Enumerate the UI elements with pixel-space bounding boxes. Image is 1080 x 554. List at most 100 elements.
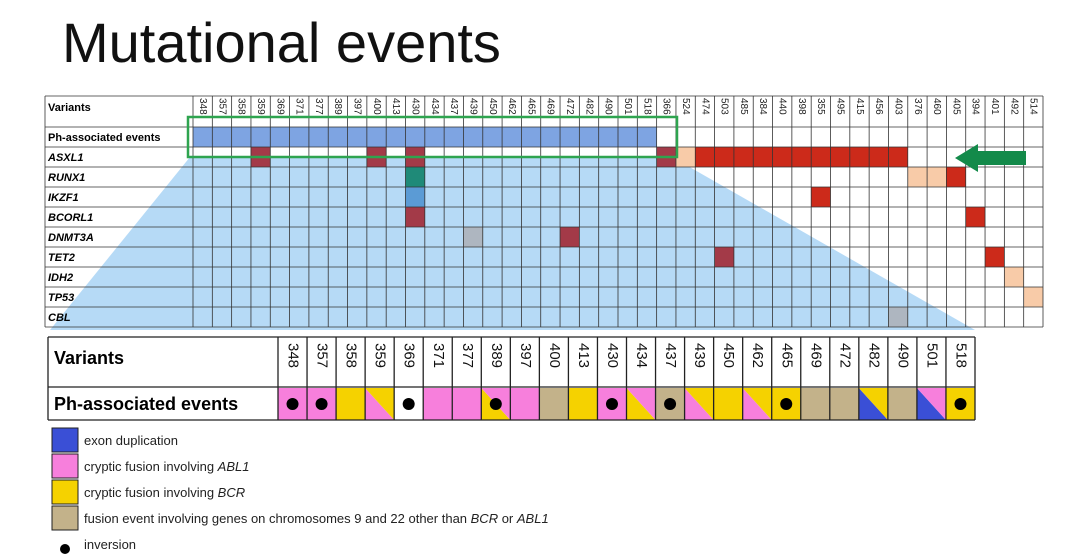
column-label: 401 xyxy=(989,98,1000,115)
column-label: 518 xyxy=(953,343,970,368)
column-label: 430 xyxy=(604,343,621,368)
cell xyxy=(366,127,387,147)
cell xyxy=(405,187,425,207)
cell xyxy=(463,227,483,247)
row-label: ASXL1 xyxy=(47,152,83,164)
legend-label: cryptic fusion involving ABL1 xyxy=(84,459,249,474)
column-label: 434 xyxy=(633,343,650,368)
legend-text: cryptic fusion involving xyxy=(84,485,218,500)
cell xyxy=(212,127,232,147)
inversion-dot xyxy=(605,398,618,410)
cell xyxy=(695,147,715,167)
column-label: 462 xyxy=(506,98,517,115)
legend-swatch xyxy=(60,544,70,554)
cell xyxy=(753,147,773,167)
inversion-dot xyxy=(780,398,793,410)
legend-text: BCR xyxy=(218,485,245,500)
legend-text: exon duplication xyxy=(84,433,178,448)
column-label: 397 xyxy=(517,343,534,368)
cell xyxy=(386,127,406,147)
cell xyxy=(830,147,850,167)
row-label: IKZF1 xyxy=(48,192,79,204)
cell xyxy=(482,127,503,147)
column-label: 377 xyxy=(459,343,476,368)
legend-swatch xyxy=(51,453,79,479)
event-fill xyxy=(568,388,598,420)
cell xyxy=(231,127,251,147)
legend-label: exon duplication xyxy=(84,433,178,448)
column-label: 398 xyxy=(796,98,807,115)
column-label: 369 xyxy=(401,343,418,368)
legend-text: BCR xyxy=(471,511,498,526)
column-label: 440 xyxy=(777,98,788,115)
cell xyxy=(675,147,696,167)
cell xyxy=(618,127,638,147)
inversion-dot xyxy=(286,398,299,410)
column-label: 397 xyxy=(352,98,363,115)
legend-text: or xyxy=(498,511,517,526)
cell xyxy=(985,247,1005,267)
cell xyxy=(347,127,367,147)
event-fill xyxy=(916,388,946,420)
column-label: 359 xyxy=(255,98,266,115)
column-label: 465 xyxy=(778,343,795,368)
column-label: 371 xyxy=(294,98,305,115)
cell xyxy=(579,127,599,147)
column-label: 503 xyxy=(719,98,730,115)
event-fill xyxy=(626,388,656,420)
cell xyxy=(637,127,657,147)
column-label: 359 xyxy=(372,343,389,368)
column-label: 376 xyxy=(912,98,923,115)
column-label: 450 xyxy=(720,343,737,368)
column-label: 462 xyxy=(749,343,766,368)
row-label: BCORL1 xyxy=(48,212,93,224)
event-fill xyxy=(887,388,917,420)
event-fill xyxy=(858,388,888,420)
column-label: 394 xyxy=(970,98,981,115)
row-label: RUNX1 xyxy=(48,172,85,184)
legend-swatch xyxy=(51,505,79,531)
column-label: 389 xyxy=(488,343,505,368)
column-label: 358 xyxy=(236,98,247,115)
column-label: 358 xyxy=(343,343,360,368)
column-label: 524 xyxy=(680,98,691,115)
event-fill xyxy=(539,388,569,420)
column-label: 403 xyxy=(892,98,903,115)
cell xyxy=(289,127,309,147)
column-label: 518 xyxy=(641,98,652,115)
column-label: 415 xyxy=(854,98,865,115)
event-fill xyxy=(452,388,482,420)
column-label: 413 xyxy=(390,98,401,115)
event-fill xyxy=(713,388,743,420)
column-label: 501 xyxy=(923,343,940,368)
event-fill xyxy=(365,388,395,420)
column-label: 430 xyxy=(410,98,421,115)
cell xyxy=(540,127,561,147)
event-fill xyxy=(684,388,714,420)
column-label: 437 xyxy=(448,98,459,115)
column-label: 465 xyxy=(525,98,536,115)
cell xyxy=(907,167,928,187)
legend-text: ABL1 xyxy=(217,459,250,474)
column-label: 472 xyxy=(836,343,853,368)
cell xyxy=(250,127,271,147)
column-label: 377 xyxy=(313,98,324,115)
arrow xyxy=(955,144,1026,172)
legend-label: cryptic fusion involving BCR xyxy=(84,485,245,500)
cell xyxy=(811,187,831,207)
column-label: 469 xyxy=(545,98,556,115)
event-fill xyxy=(336,388,366,420)
column-label: 357 xyxy=(216,98,227,115)
event-fill xyxy=(626,388,656,420)
column-label: 482 xyxy=(583,98,594,115)
column-label: 389 xyxy=(332,98,343,115)
cell xyxy=(405,207,425,227)
header-label: Variants xyxy=(48,102,91,114)
row-label: DNMT3A xyxy=(48,232,94,244)
cell xyxy=(270,127,290,147)
cell xyxy=(927,167,947,187)
column-label: 348 xyxy=(197,98,208,115)
cell xyxy=(560,227,580,247)
column-label: 492 xyxy=(1008,98,1019,115)
